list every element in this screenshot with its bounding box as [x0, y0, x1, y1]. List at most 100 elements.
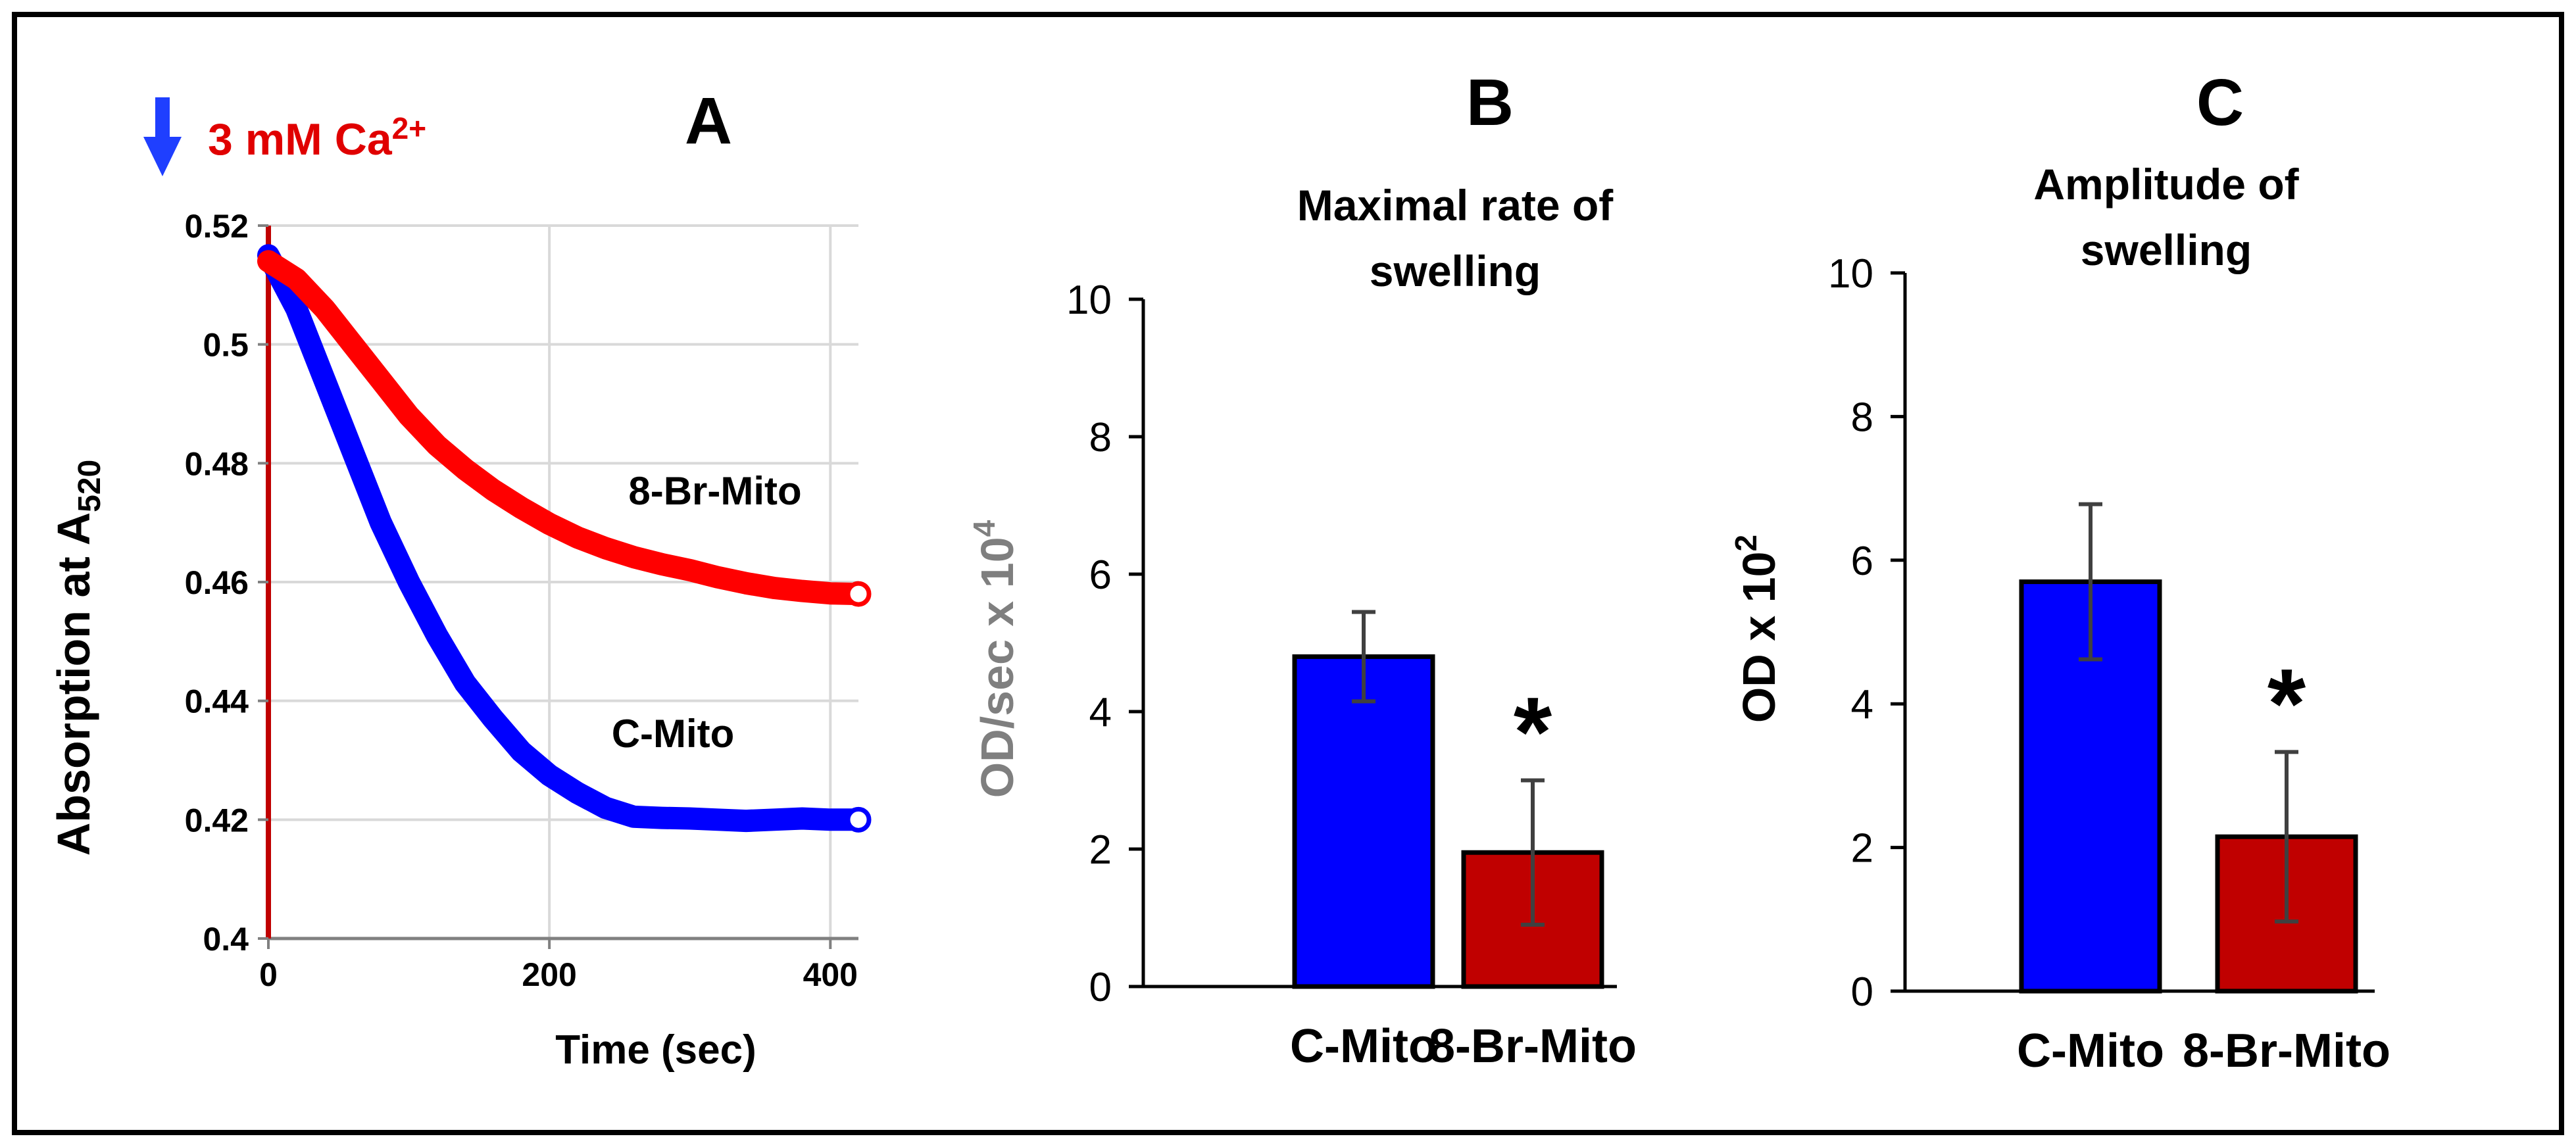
series-line	[257, 244, 870, 833]
data-point	[426, 625, 448, 647]
calcium-label: 3 mM Ca	[208, 114, 393, 164]
data-point	[342, 441, 364, 462]
y-tick-label: 10	[1828, 251, 1873, 297]
category-label: 8-Br-Mito	[1429, 1020, 1637, 1073]
panel-c-ylabel: OD x 102	[1729, 535, 1785, 723]
y-tick-label: 4	[1851, 682, 1873, 727]
panel-a-y-tick-label: 0.48	[185, 445, 249, 482]
data-point	[314, 369, 335, 391]
down-arrow-icon	[143, 97, 182, 176]
panel-a: A 3 mM Ca2+ Absorption at A520 Time (sec…	[48, 84, 872, 1073]
panel-c-title-line1: Amplitude of	[2033, 160, 2299, 208]
panel-a-x-ticks: 0 200 400	[259, 939, 858, 993]
calcium-charge: 2+	[392, 111, 426, 145]
significance-asterisk: *	[1514, 677, 1552, 787]
data-point	[820, 583, 841, 604]
error-bar	[1352, 610, 1375, 704]
data-point	[595, 797, 616, 819]
data-point	[679, 808, 701, 829]
y-tick-label: 8	[1089, 415, 1112, 460]
y-tick-label: 6	[1851, 539, 1873, 584]
y-tick-label: 0	[1851, 969, 1873, 1015]
calcium-annotation: 3 mM Ca2+	[143, 97, 426, 176]
data-point	[791, 808, 813, 829]
data-point	[539, 513, 560, 535]
significance-asterisk: *	[2267, 648, 2306, 758]
data-point	[455, 458, 476, 480]
panel-c: C Amplitude of swelling OD x 102 0 2 4 6 8 10…	[1729, 66, 2390, 1077]
panel-a-y-tick-label: 0.4	[203, 921, 249, 958]
data-point	[482, 479, 504, 500]
category-label: C-Mito	[1290, 1020, 1437, 1073]
panel-a-x-tick-label: 0	[259, 956, 278, 993]
panel-a-gridlines	[268, 224, 858, 939]
panel-a-ylabel: Absorption at A520	[48, 460, 107, 856]
data-point	[763, 809, 785, 831]
data-point	[566, 782, 588, 804]
data-point	[539, 764, 560, 786]
panel-a-y-tick-label: 0.46	[185, 564, 249, 601]
data-point	[623, 547, 645, 568]
data-point-end	[845, 581, 872, 607]
data-point	[566, 527, 588, 549]
data-point	[763, 577, 785, 599]
series-line	[257, 250, 870, 606]
error-bar	[2079, 502, 2102, 662]
category-label: 8-Br-Mito	[2183, 1025, 2390, 1077]
series-label-8br: 8-Br-Mito	[628, 469, 801, 513]
panel-c-plot: 0 2 4 6 8 10 C-Mito 8-Br-Mito *	[1828, 251, 2390, 1077]
panel-a-y-tick-label: 0.44	[185, 683, 249, 720]
data-point	[510, 741, 532, 762]
data-point	[595, 537, 616, 559]
data-point	[398, 405, 420, 427]
data-point	[370, 369, 391, 391]
panel-a-y-tick-label: 0.52	[185, 208, 249, 245]
data-point	[398, 572, 420, 593]
data-point	[455, 672, 476, 694]
data-point	[285, 268, 307, 290]
data-point	[510, 497, 532, 519]
panel-b-title-line2: swelling	[1370, 247, 1541, 295]
data-point	[285, 298, 307, 320]
data-point	[623, 806, 645, 827]
panel-a-series	[257, 244, 872, 833]
bar-c-mito	[1292, 654, 1435, 989]
data-point	[651, 553, 672, 575]
y-tick-label: 10	[1066, 278, 1112, 323]
data-point	[707, 809, 729, 831]
y-tick-label: 2	[1089, 827, 1112, 873]
data-point	[314, 298, 335, 320]
panel-c-title-line2: swelling	[2081, 226, 2252, 274]
data-point	[258, 251, 279, 272]
data-point-end	[845, 806, 872, 833]
svg-text:3 mM Ca2+: 3 mM Ca2+	[208, 111, 426, 164]
series-label-cmito: C-Mito	[612, 712, 735, 756]
data-point	[426, 435, 448, 456]
panel-c-label: C	[2196, 66, 2244, 139]
panel-a-y-tick-label: 0.42	[185, 802, 249, 839]
figure-border	[12, 12, 2564, 1135]
panel-a-x-tick-label: 400	[803, 956, 858, 993]
series-c-mito	[257, 244, 872, 833]
data-point	[791, 580, 813, 602]
data-point	[820, 809, 841, 831]
panel-b-title-line1: Maximal rate of	[1297, 181, 1614, 230]
data-point	[735, 810, 757, 832]
error-bar	[2275, 750, 2298, 924]
y-tick-label: 6	[1089, 552, 1112, 598]
y-tick-label: 2	[1851, 826, 1873, 871]
panel-a-xlabel: Time (sec)	[555, 1027, 756, 1073]
panel-a-y-ticks: 0.4 0.42 0.44 0.46 0.48 0.5 0.52	[185, 208, 268, 958]
panel-b: B Maximal rate of swelling OD/sec x 104 …	[967, 66, 1637, 1073]
data-point	[651, 807, 672, 829]
series-8br-mito	[257, 250, 872, 607]
data-point	[735, 572, 757, 594]
panel-b-label: B	[1466, 66, 1514, 139]
panel-b-ylabel: OD/sec x 104	[967, 520, 1023, 798]
panel-a-label: A	[685, 84, 732, 158]
data-point	[482, 708, 504, 729]
data-point	[370, 512, 391, 533]
data-point	[707, 566, 729, 588]
